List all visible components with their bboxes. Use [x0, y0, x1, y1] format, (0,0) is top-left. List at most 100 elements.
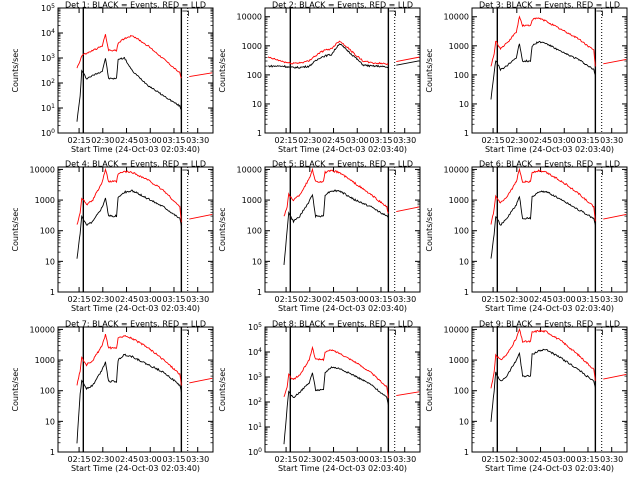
y-tick-exponent: 0 — [51, 128, 55, 135]
x-axis-label: Start Time (24-Oct-03 02:03:40) — [278, 145, 407, 154]
y-tick-label: 100 — [40, 387, 55, 396]
y-tick-exponent: 1 — [51, 103, 55, 110]
y-axis-label: Counts/sec — [218, 48, 227, 92]
plot-frame — [264, 7, 421, 134]
y-tick-label: 105 — [41, 3, 55, 13]
x-tick-label: 02:15 — [482, 136, 505, 145]
x-tick-label: 03:15 — [576, 136, 599, 145]
y-tick-label: 1 — [464, 448, 469, 457]
y-axis-label: Counts/sec — [425, 207, 434, 251]
gap-flag — [182, 329, 189, 335]
y-tick-exponent: 2 — [258, 397, 262, 404]
y-tick-label: 100 — [454, 227, 469, 236]
y-tick-base: 10 — [248, 423, 258, 432]
series-events-tail — [396, 60, 420, 66]
series-lld-tail — [603, 373, 627, 380]
y-tick-label: 100 — [248, 447, 262, 457]
x-tick-label: 03:15 — [576, 455, 599, 464]
y-axis-label: Counts/sec — [425, 367, 434, 411]
plot-frame — [471, 7, 628, 134]
plot-frame — [471, 166, 628, 293]
y-tick-label: 1000 — [449, 356, 469, 365]
x-axis-label: Start Time (24-Oct-03 02:03:40) — [71, 304, 200, 313]
y-axis-label: Counts/sec — [218, 207, 227, 251]
y-tick-exponent: 4 — [258, 347, 262, 354]
x-tick-label: 02:15 — [482, 455, 505, 464]
x-tick-label: 02:30 — [505, 295, 528, 304]
series-events-line — [283, 189, 389, 266]
y-tick-label: 1 — [464, 288, 469, 297]
y-tick-base: 10 — [248, 398, 258, 407]
panel-det-5: Det 5: BLACK = Events, RED = LLD 1 10 100 10… — [218, 160, 421, 313]
x-tick-label: 02:45 — [115, 136, 138, 145]
y-axis-label: Counts/sec — [218, 367, 227, 411]
y-tick-exponent: 3 — [51, 53, 55, 60]
x-tick-label: 03:30 — [393, 295, 416, 304]
x-tick-label: 03:30 — [600, 455, 623, 464]
x-axis-label: Start Time (24-Oct-03 02:03:40) — [485, 464, 614, 473]
gap-flag — [389, 329, 396, 335]
panel-det-8: Det 8: BLACK = Events, RED = LLD10010110… — [218, 320, 421, 473]
plot-frame — [264, 326, 421, 453]
y-tick-base: 10 — [248, 348, 258, 357]
y-tick-base: 10 — [41, 29, 51, 38]
x-tick-label: 02:30 — [505, 136, 528, 145]
y-tick-label: 100 — [40, 227, 55, 236]
y-tick-label: 1000 — [35, 196, 55, 205]
y-tick-base: 10 — [248, 323, 258, 332]
y-tick-label: 1 — [257, 288, 262, 297]
series-lld-tail — [189, 213, 213, 220]
x-axis-label: Start Time (24-Oct-03 02:03:40) — [278, 464, 407, 473]
x-tick-label: 03:00 — [139, 295, 162, 304]
y-tick-label: 100 — [41, 128, 55, 138]
x-axis-label: Start Time (24-Oct-03 02:03:40) — [71, 464, 200, 473]
gap-flag — [182, 10, 189, 16]
panel-title: Det 9: BLACK = Events, RED = LLD — [479, 320, 620, 329]
y-tick-label: 10 — [459, 100, 469, 109]
y-tick-label: 1000 — [449, 196, 469, 205]
x-tick-label: 03:15 — [369, 455, 392, 464]
y-tick-label: 1 — [50, 288, 55, 297]
x-axis-label: Start Time (24-Oct-03 02:03:40) — [71, 145, 200, 154]
gap-flag — [596, 329, 603, 335]
x-tick-label: 02:30 — [91, 136, 114, 145]
x-tick-label: 02:45 — [529, 136, 552, 145]
x-tick-label: 02:45 — [115, 295, 138, 304]
y-tick-label: 102 — [248, 397, 262, 407]
x-tick-label: 02:15 — [275, 295, 298, 304]
x-tick-label: 03:30 — [186, 136, 209, 145]
y-tick-label: 101 — [248, 422, 262, 432]
panel-title: Det 6: BLACK = Events, RED = LLD — [479, 160, 620, 169]
y-axis-label: Counts/sec — [11, 48, 20, 92]
plot-frame — [264, 166, 421, 293]
series-lld-line — [283, 345, 389, 399]
x-tick-label: 02:30 — [91, 295, 114, 304]
series-lld-tail — [603, 213, 627, 220]
panel-title: Det 7: BLACK = Events, RED = LLD — [65, 320, 206, 329]
series-lld-line — [267, 40, 389, 65]
y-axis-label: Counts/sec — [11, 207, 20, 251]
series-lld-tail — [396, 56, 420, 62]
y-tick-base: 10 — [41, 4, 51, 13]
x-tick-label: 03:15 — [369, 136, 392, 145]
y-tick-exponent: 0 — [258, 447, 262, 454]
y-tick-label: 1000 — [35, 356, 55, 365]
y-tick-exponent: 5 — [51, 3, 55, 10]
panel-det-4: Det 4: BLACK = Events, RED = LLD 1 10 100 10… — [11, 160, 214, 313]
y-axis-label: Counts/sec — [425, 48, 434, 92]
y-tick-base: 10 — [41, 129, 51, 138]
series-lld-line — [490, 15, 596, 67]
y-tick-label: 1000 — [242, 42, 262, 51]
series-lld-line — [76, 34, 182, 79]
y-tick-label: 10000 — [237, 13, 262, 22]
plot-frame — [57, 7, 214, 134]
panel-title: Det 1: BLACK = Events, RED = LLD — [65, 1, 206, 10]
series-lld-tail — [396, 391, 420, 397]
series-events-line — [76, 353, 182, 444]
x-tick-label: 03:15 — [369, 295, 392, 304]
y-tick-label: 10000 — [444, 13, 469, 22]
y-tick-base: 10 — [41, 104, 51, 113]
plot-frame — [57, 326, 214, 453]
y-tick-base: 10 — [41, 54, 51, 63]
